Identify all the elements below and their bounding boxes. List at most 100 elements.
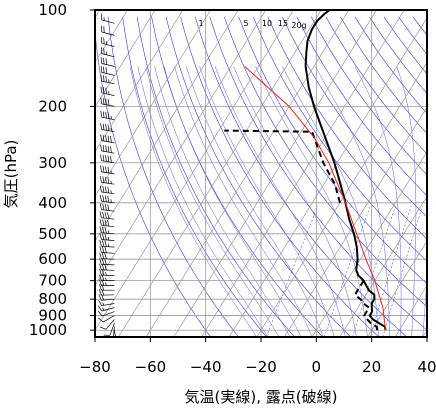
wind-barb <box>99 194 115 204</box>
y-tick-label: 300 <box>38 154 67 172</box>
mixing-ratio-label: 15 <box>278 19 288 28</box>
mixing-ratio-labels: 1 5 10 15 20g <box>198 19 306 30</box>
wind-barb <box>98 315 115 323</box>
x-tick-label: −80 <box>79 358 111 376</box>
wind-barb <box>100 47 115 58</box>
wind-barb <box>101 13 115 24</box>
isotherm <box>311 151 427 337</box>
wind-barb <box>100 74 115 85</box>
pressure-temperature-grid <box>95 10 427 337</box>
mixing-ratio-label: 10 <box>262 19 272 28</box>
dry-adiabat <box>253 16 427 262</box>
dry-adiabat <box>282 16 427 218</box>
dry-adiabat <box>238 16 427 284</box>
x-tick-label: 0 <box>312 358 322 376</box>
y-tick-label: 500 <box>38 225 67 243</box>
wind-barb <box>100 144 115 154</box>
isotherm <box>118 10 322 337</box>
wind-barb <box>99 176 115 185</box>
isotherm <box>284 106 427 337</box>
y-tick-label: 400 <box>38 194 67 212</box>
isotherm <box>95 10 211 197</box>
mixing-ratio-line <box>266 206 319 337</box>
temperature-profile <box>304 10 387 331</box>
wind-barb <box>100 154 115 164</box>
x-axis-title: 気温(実線), 露点(破線) <box>185 388 338 406</box>
dry-adiabat <box>296 16 427 197</box>
wind-barb <box>98 305 115 312</box>
parcel-profile <box>244 66 386 331</box>
dewpoint-profile <box>224 129 379 331</box>
wind-barb <box>99 263 115 271</box>
wind-barb <box>113 10 115 11</box>
wind-barb <box>99 239 115 248</box>
y-tick-label: 200 <box>38 97 67 115</box>
isotherm <box>95 10 156 108</box>
wind-barb <box>100 57 115 67</box>
dry-adiabat <box>428 17 436 337</box>
mixing-ratio-line <box>382 206 423 337</box>
wind-barb <box>100 123 115 133</box>
wind-barb <box>99 268 115 276</box>
y-tick-label: 700 <box>38 272 67 290</box>
profile-layer <box>224 10 387 331</box>
wind-barb <box>100 134 115 144</box>
isotherm-grid <box>95 10 427 337</box>
isotherm <box>256 61 427 337</box>
wind-barb <box>99 185 115 195</box>
wind-barb <box>99 203 115 212</box>
wind-barb <box>99 233 115 241</box>
x-tick-label: 20 <box>362 358 381 376</box>
isotherm <box>95 10 267 287</box>
y-tick-label: 900 <box>38 307 67 325</box>
wind-barb <box>99 211 115 220</box>
wind-barb <box>97 310 115 317</box>
isotherm <box>173 10 377 337</box>
wind-barb <box>100 165 115 175</box>
mixing-ratio-line <box>352 206 396 337</box>
wind-barb <box>99 319 115 330</box>
wind-barb <box>99 279 115 286</box>
wind-barb <box>100 86 115 96</box>
wind-barb <box>99 226 115 235</box>
dry-adiabat <box>311 16 427 176</box>
mixing-ratio-label: 20g <box>291 21 306 30</box>
wind-barb <box>99 258 115 266</box>
wind-barb <box>99 246 115 254</box>
y-tick-label: 600 <box>38 250 67 268</box>
x-tick-label: −40 <box>190 358 222 376</box>
isotherm <box>95 10 184 153</box>
isotherm <box>95 10 239 242</box>
wind-barb <box>98 300 115 307</box>
wind-barb-layer <box>97 10 116 337</box>
dry-adiabat <box>180 16 380 337</box>
x-axis: −80 −60 −40 −20 0 20 40 <box>79 337 436 376</box>
mixing-ratio-label: 1 <box>198 19 203 28</box>
y-tick-label: 1000 <box>29 321 67 339</box>
isotherm <box>145 10 350 337</box>
isotherm <box>201 10 405 337</box>
wind-barb <box>100 36 115 47</box>
mixing-ratio-label: 5 <box>243 19 248 28</box>
wind-barb <box>101 25 115 36</box>
y-tick-label: 100 <box>38 1 67 19</box>
wind-barb <box>103 322 115 336</box>
x-tick-label: 40 <box>417 358 436 376</box>
wind-barb <box>100 97 115 107</box>
y-axis-title: 気圧(hPa) <box>2 140 20 209</box>
isotherm <box>367 240 427 337</box>
wind-barb <box>99 219 115 228</box>
isotherm <box>95 10 128 64</box>
isotherm <box>339 195 427 337</box>
x-tick-label: −20 <box>245 358 277 376</box>
wind-barb <box>99 274 115 281</box>
wind-barb <box>113 326 115 337</box>
dry-adiabat <box>95 29 211 337</box>
wind-barb <box>99 252 115 260</box>
wind-barb <box>100 110 115 120</box>
y-tick-label: 800 <box>38 290 67 308</box>
dry-adiabat <box>194 16 408 337</box>
